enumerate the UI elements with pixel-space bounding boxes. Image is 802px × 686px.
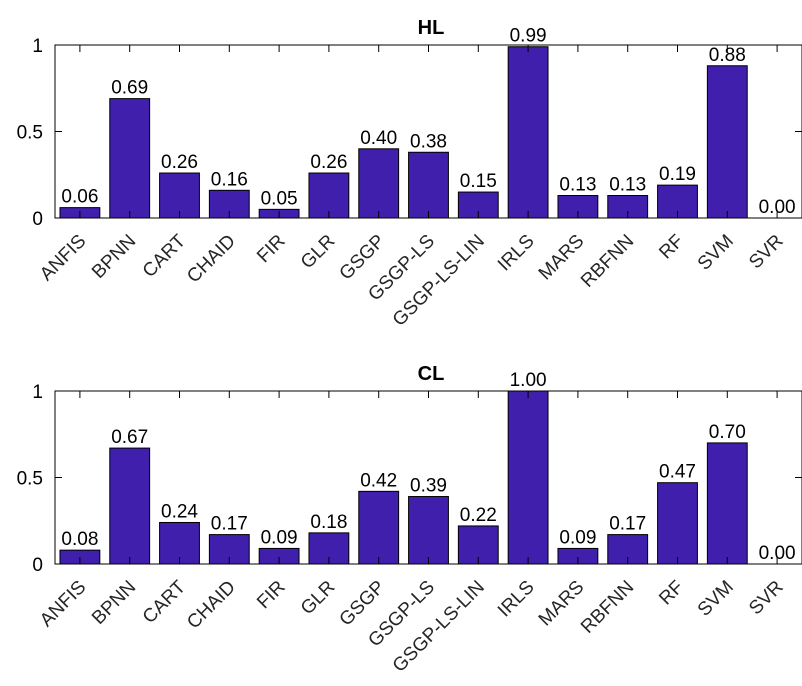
chart-title: CL	[418, 363, 445, 385]
data-label: 0.22	[460, 505, 497, 526]
y-tick-label: 0.5	[17, 123, 43, 144]
x-tick-label: CHAID	[183, 231, 240, 288]
x-tick-label: IRLS	[494, 577, 539, 622]
x-tick-label: SVR	[745, 577, 787, 619]
data-label: 0.17	[211, 514, 248, 535]
x-tick-label: BPNN	[88, 577, 140, 629]
x-tick-label: BPNN	[88, 231, 140, 283]
panel-cl: 0 0.5 1 0.08 ANFIS 0.67 BPNN 0.24 CART 0.17 CHAID 0…	[17, 363, 802, 677]
data-label: 0.26	[310, 152, 347, 173]
x-tick-label: FIR	[253, 231, 289, 267]
data-label: 0.99	[510, 26, 547, 47]
data-label: 1.00	[510, 370, 547, 391]
chart-title: HL	[418, 17, 445, 39]
data-label: 0.67	[111, 427, 148, 448]
panel-hl: 0 0.5 1 0.06 ANFIS 0.69 BPNN 0.26 CART 0.16 CHAID 0…	[17, 17, 802, 331]
x-tick-label: FIR	[253, 577, 289, 613]
bar-svm	[706, 442, 748, 565]
x-tick-label: CART	[139, 230, 190, 281]
data-label: 0.13	[559, 175, 596, 196]
data-label: 0.38	[410, 131, 447, 152]
x-tick-label: ANFIS	[36, 577, 90, 631]
y-tick-label: 1	[32, 36, 43, 57]
data-label: 0.05	[261, 188, 298, 209]
bar-gsgp-ls	[408, 496, 449, 565]
data-label: 0.00	[759, 543, 796, 564]
data-label: 0.39	[410, 476, 447, 497]
bar-cart	[159, 172, 200, 219]
data-label: 0.08	[61, 529, 98, 550]
x-tick-label: SVM	[694, 231, 738, 275]
data-label: 0.40	[360, 128, 397, 149]
y-tick-label: 0.5	[17, 469, 43, 490]
x-tick-label: RBFNN	[577, 577, 638, 638]
x-tick-label: RF	[655, 577, 688, 610]
data-label: 0.42	[360, 470, 397, 491]
bar-gsgp	[358, 148, 400, 219]
x-tick-label: GLR	[297, 577, 339, 619]
data-label: 0.16	[211, 169, 248, 190]
data-label: 0.69	[111, 78, 148, 99]
data-label: 0.17	[609, 514, 646, 535]
bar-bpnn	[109, 98, 151, 219]
bar-gsgp-ls	[408, 151, 449, 219]
x-tick-label: IRLS	[494, 231, 539, 276]
data-label: 0.00	[759, 197, 796, 218]
data-label: 0.47	[659, 462, 696, 483]
data-label: 0.09	[559, 527, 596, 548]
data-label: 0.09	[261, 527, 298, 548]
y-tick-label: 0	[32, 209, 43, 230]
x-tick-label: RF	[655, 231, 688, 264]
data-label: 0.06	[61, 187, 98, 208]
bar-irls	[507, 390, 549, 565]
y-tick-label: 0	[32, 555, 43, 576]
bar-gsgp	[358, 490, 400, 565]
x-tick-label: CART	[139, 576, 190, 627]
data-label: 0.88	[709, 45, 746, 66]
x-tick-label: GLR	[297, 231, 339, 273]
x-tick-label: CHAID	[183, 577, 240, 634]
data-label: 0.18	[310, 512, 347, 533]
x-tick-label: ANFIS	[36, 231, 90, 285]
bar-bpnn	[109, 447, 151, 565]
y-tick-label: 1	[32, 382, 43, 403]
data-label: 0.13	[609, 175, 646, 196]
bar-rf	[657, 482, 698, 565]
data-label: 0.24	[161, 501, 198, 522]
x-tick-label: RBFNN	[577, 231, 638, 292]
data-label: 0.70	[709, 422, 746, 443]
bar-irls	[507, 46, 549, 219]
bar-glr	[308, 172, 350, 219]
data-label: 0.15	[460, 171, 497, 192]
x-tick-label: SVR	[745, 231, 787, 273]
x-tick-label: SVM	[694, 577, 738, 621]
data-label: 0.19	[659, 164, 696, 185]
bar-svm	[706, 65, 748, 219]
data-label: 0.26	[161, 152, 198, 173]
